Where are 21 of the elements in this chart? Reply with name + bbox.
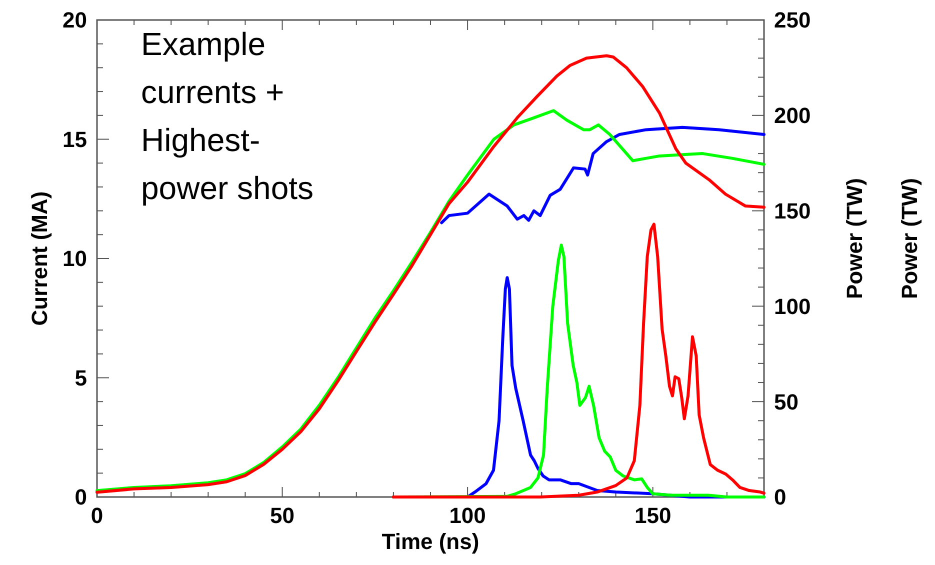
- x-tick-label: 50: [270, 503, 295, 528]
- y-axis-title: Current (MA): [27, 191, 52, 326]
- y2-tick-label: 0: [774, 484, 786, 510]
- text: Power (TW): [897, 178, 922, 299]
- y-tick-label: 15: [62, 126, 87, 152]
- y-tick-label: 10: [62, 246, 87, 272]
- y-tick-label: 20: [62, 8, 87, 33]
- line-series: [440, 126, 766, 224]
- annotation: Example currents + Highest- power shots: [141, 26, 314, 206]
- y2-tick-label: 100: [774, 294, 811, 319]
- x-axis-title: Time (ns): [382, 529, 480, 554]
- y2-tick-label: 250: [774, 8, 811, 33]
- x-tick-label: 150: [634, 503, 672, 528]
- y2-tick-label: 50: [774, 389, 798, 414]
- y2-tick-label: 150: [774, 198, 811, 224]
- x-tick-label: 0: [90, 503, 104, 528]
- y2-tick-label: 200: [774, 103, 811, 128]
- x-tick-label: 100: [449, 503, 486, 528]
- y-tick-label: 5: [74, 365, 87, 390]
- y2-axis-title: Power (TW): [842, 178, 867, 299]
- y-tick-label: 0: [74, 484, 87, 510]
